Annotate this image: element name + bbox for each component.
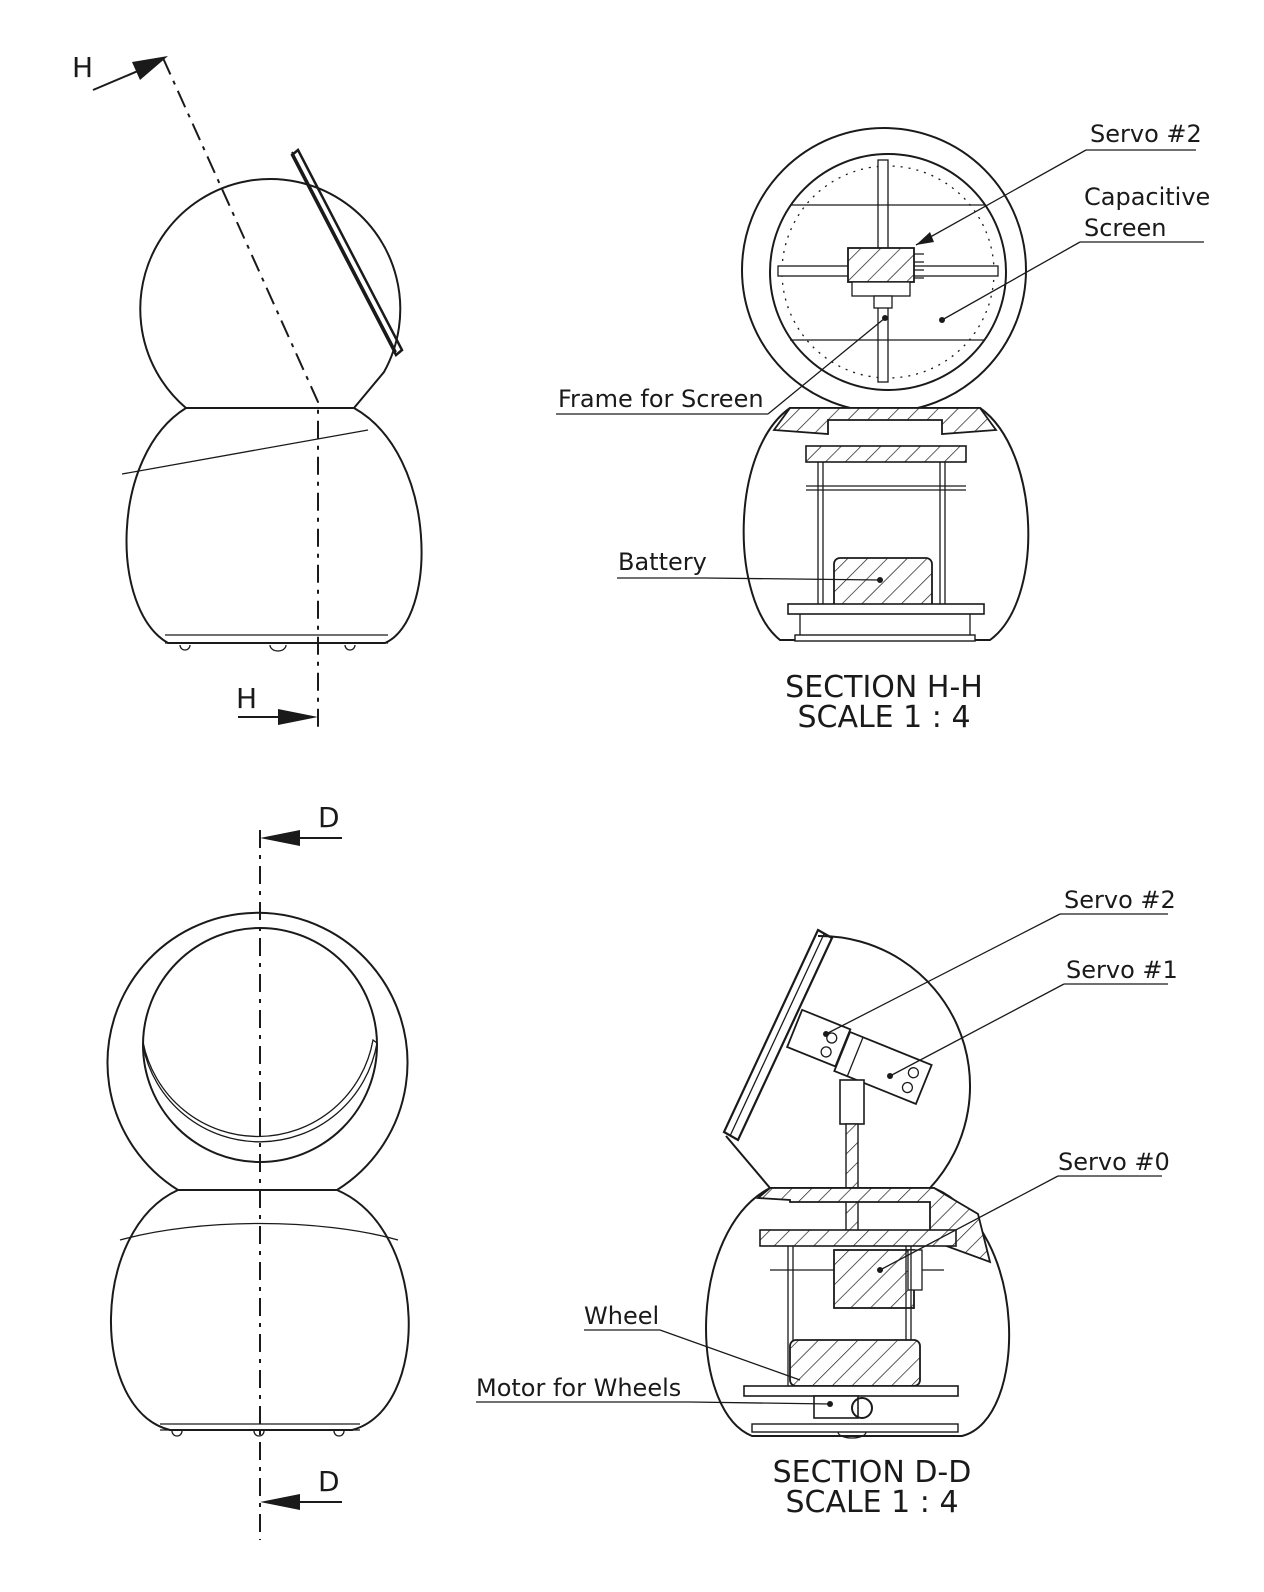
leaders-hh bbox=[556, 149, 1204, 581]
label-servo1-dd: Servo #1 bbox=[1066, 956, 1178, 984]
neck-shaft bbox=[845, 1123, 859, 1235]
marker-d-bottom: D bbox=[318, 1465, 340, 1498]
label-servo2-dd: Servo #2 bbox=[1064, 886, 1176, 914]
arrow-h-top bbox=[132, 56, 168, 80]
section-hh-title: SECTION H-H bbox=[785, 670, 983, 705]
label-capacitive-line2: Screen bbox=[1084, 214, 1167, 242]
standoffs bbox=[817, 462, 946, 604]
label-battery: Battery bbox=[618, 548, 707, 576]
front-seam bbox=[119, 1222, 399, 1241]
dd-head-outline bbox=[725, 934, 972, 1189]
label-capacitive-line1: Capacitive bbox=[1084, 183, 1210, 211]
servo1-dd bbox=[833, 1030, 933, 1106]
section-dd-scale: SCALE 1 : 4 bbox=[785, 1485, 958, 1520]
label-servo0-dd: Servo #0 bbox=[1058, 1148, 1170, 1176]
lower-body-seam bbox=[121, 429, 369, 475]
front-head-outline bbox=[106, 911, 409, 1191]
dd-top-plate bbox=[759, 1229, 957, 1247]
marker-h-bottom: H bbox=[236, 682, 257, 715]
battery-dd bbox=[789, 1339, 921, 1387]
dd-lower-body bbox=[705, 1187, 1011, 1437]
lower-body-outline bbox=[125, 407, 423, 644]
label-wheel: Wheel bbox=[584, 1302, 659, 1330]
top-plate bbox=[805, 445, 967, 463]
arrow-h-bottom bbox=[278, 709, 318, 725]
wheel-dd bbox=[851, 1397, 873, 1419]
marker-h-top: H bbox=[72, 51, 93, 84]
servo2-hh bbox=[847, 247, 924, 309]
label-frame-for-screen: Frame for Screen bbox=[558, 385, 764, 413]
label-servo2-hh: Servo #2 bbox=[1090, 120, 1202, 148]
dd-neck-ring bbox=[755, 1187, 992, 1264]
neck-ring bbox=[772, 407, 998, 435]
front-view: D D bbox=[106, 801, 410, 1540]
arrow-d-top bbox=[260, 830, 300, 846]
feet bbox=[179, 644, 356, 652]
section-dd-title: SECTION D-D bbox=[773, 1455, 972, 1490]
head-inner-ring bbox=[769, 153, 1007, 391]
side-view: H H bbox=[72, 51, 423, 730]
section-line-hh bbox=[162, 57, 319, 730]
label-motor-for-wheels: Motor for Wheels bbox=[476, 1374, 681, 1402]
dd-screen bbox=[722, 928, 834, 1142]
section-hh-scale: SCALE 1 : 4 bbox=[797, 700, 970, 735]
section-dd: Servo #2 Servo #1 Servo #0 Wheel Motor f… bbox=[476, 886, 1178, 1520]
motor-dd bbox=[813, 1395, 859, 1419]
arrow-d-bottom bbox=[260, 1494, 300, 1510]
leaders-dd bbox=[476, 913, 1168, 1405]
head-outline bbox=[139, 178, 402, 409]
battery-hh bbox=[833, 557, 933, 611]
marker-d-top: D bbox=[318, 801, 340, 834]
bottom-plate bbox=[787, 603, 985, 615]
section-hh: Servo #2 Capacitive Screen Frame for Scr… bbox=[556, 120, 1210, 735]
screen-edge bbox=[291, 151, 397, 353]
lower-body-section bbox=[742, 407, 1030, 641]
